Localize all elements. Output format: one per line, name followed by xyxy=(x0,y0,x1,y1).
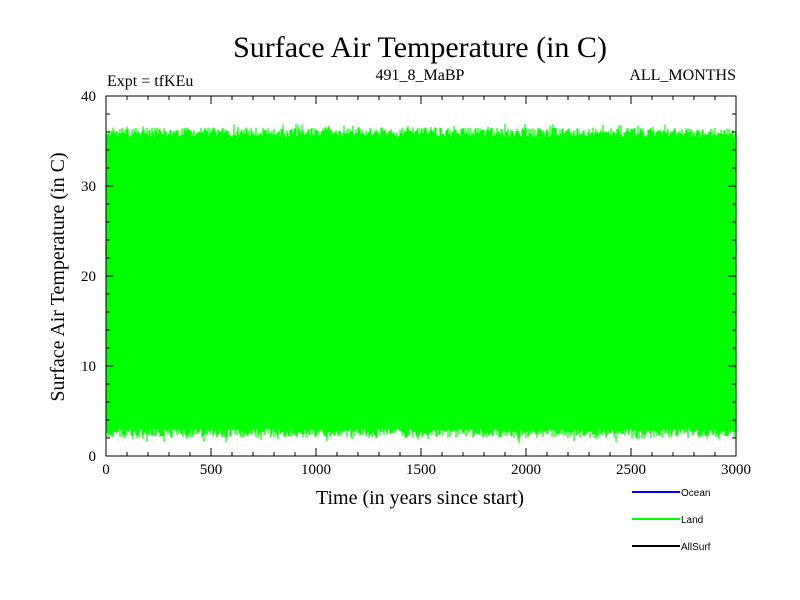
series-land xyxy=(105,123,737,443)
y-tick-label: 20 xyxy=(81,269,96,285)
period-label: 491_8_MaBP xyxy=(376,67,465,84)
legend: Ocean Land AllSurf xyxy=(632,488,711,553)
y-tick-label: 10 xyxy=(81,359,96,375)
x-tick-label: 500 xyxy=(200,462,223,478)
legend-item-ocean: Ocean xyxy=(632,488,710,499)
x-axis: 0 500 1000 1500 2000 2500 3000 xyxy=(102,96,751,478)
chart-title: Surface Air Temperature (in C) xyxy=(233,31,607,64)
y-tick-label: 30 xyxy=(81,179,96,195)
legend-label: Land xyxy=(681,515,703,526)
legend-item-allsurf: AllSurf xyxy=(632,542,711,553)
y-axis-label: Surface Air Temperature (in C) xyxy=(47,152,69,401)
months-label: ALL_MONTHS xyxy=(629,67,736,84)
x-tick-label: 2500 xyxy=(616,462,646,478)
legend-label: AllSurf xyxy=(681,542,711,553)
x-tick-label: 1500 xyxy=(406,462,436,478)
y-tick-label: 40 xyxy=(81,89,96,105)
y-tick-label: 0 xyxy=(89,449,97,465)
experiment-label: Expt = tfKEu xyxy=(107,73,193,90)
legend-item-land: Land xyxy=(632,515,703,526)
plot-area xyxy=(105,95,737,457)
x-tick-label: 2000 xyxy=(511,462,541,478)
x-tick-label: 3000 xyxy=(721,462,751,478)
y-axis: 0 10 20 30 40 xyxy=(81,89,736,465)
legend-label: Ocean xyxy=(681,488,710,499)
x-tick-label: 1000 xyxy=(301,462,331,478)
x-axis-label: Time (in years since start) xyxy=(316,487,524,509)
x-tick-label: 0 xyxy=(102,462,110,478)
